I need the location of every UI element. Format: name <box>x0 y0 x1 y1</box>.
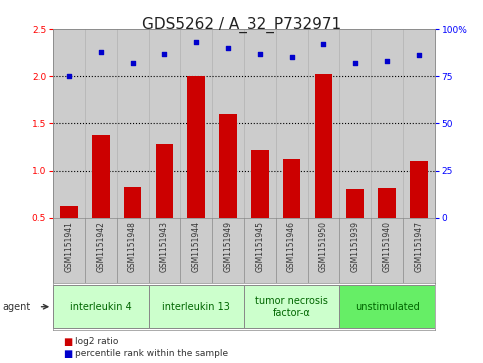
Bar <box>244 285 339 329</box>
Text: GSM1151942: GSM1151942 <box>96 221 105 272</box>
Text: GSM1151948: GSM1151948 <box>128 221 137 272</box>
Point <box>351 60 359 66</box>
Bar <box>314 74 332 218</box>
Point <box>192 39 200 45</box>
Bar <box>124 187 142 218</box>
Point <box>97 49 105 54</box>
Text: GSM1151940: GSM1151940 <box>383 221 392 272</box>
Point <box>383 58 391 64</box>
Point <box>415 53 423 58</box>
Text: GSM1151949: GSM1151949 <box>224 221 232 272</box>
Bar <box>156 144 173 218</box>
Text: GSM1151941: GSM1151941 <box>65 221 73 272</box>
Bar <box>149 285 244 329</box>
Text: log2 ratio: log2 ratio <box>75 338 118 346</box>
Bar <box>339 285 435 329</box>
Bar <box>378 188 396 218</box>
Point <box>256 51 264 57</box>
Text: ■: ■ <box>63 349 72 359</box>
Text: percentile rank within the sample: percentile rank within the sample <box>75 350 228 358</box>
Bar <box>219 114 237 218</box>
Bar <box>92 135 110 218</box>
Point <box>288 54 296 60</box>
Text: GSM1151946: GSM1151946 <box>287 221 296 272</box>
Text: interleukin 4: interleukin 4 <box>70 302 132 312</box>
Bar <box>410 161 427 218</box>
Bar <box>346 189 364 218</box>
Bar <box>251 150 269 218</box>
Text: GSM1151943: GSM1151943 <box>160 221 169 272</box>
Text: tumor necrosis
factor-α: tumor necrosis factor-α <box>255 296 328 318</box>
Text: ■: ■ <box>63 337 72 347</box>
Text: GSM1151945: GSM1151945 <box>256 221 264 272</box>
Bar <box>60 207 78 218</box>
Text: unstimulated: unstimulated <box>355 302 419 312</box>
Text: GSM1151944: GSM1151944 <box>192 221 201 272</box>
Text: GSM1151947: GSM1151947 <box>414 221 423 272</box>
Point <box>65 73 73 79</box>
Point <box>160 51 168 57</box>
Point <box>224 45 232 51</box>
Point <box>129 60 137 66</box>
Text: agent: agent <box>2 302 30 312</box>
Text: GSM1151950: GSM1151950 <box>319 221 328 272</box>
Point <box>320 41 327 47</box>
Bar <box>53 285 149 329</box>
Bar <box>187 76 205 218</box>
Text: GDS5262 / A_32_P732971: GDS5262 / A_32_P732971 <box>142 16 341 33</box>
Text: GSM1151939: GSM1151939 <box>351 221 360 272</box>
Bar <box>283 159 300 218</box>
Text: interleukin 13: interleukin 13 <box>162 302 230 312</box>
